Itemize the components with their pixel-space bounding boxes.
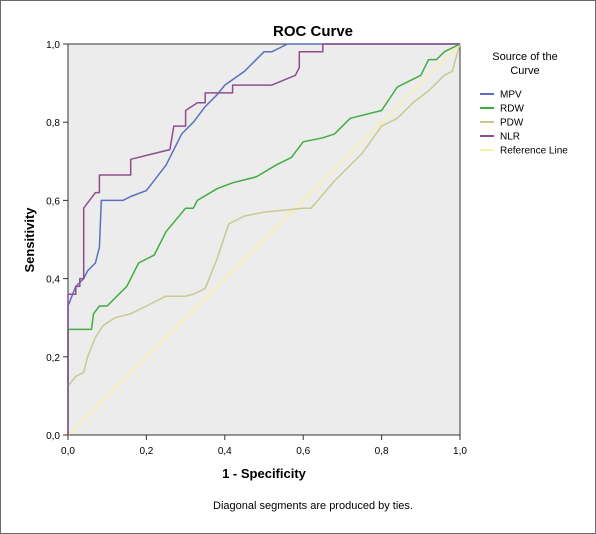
series-line-nlr <box>67 43 460 435</box>
chart-footnote: Diagonal segments are produced by ties. <box>213 500 413 512</box>
legend: MPV RDW PDW NLR Reference Line <box>480 90 568 157</box>
y-tick-label: 0,6 <box>46 196 60 207</box>
series-line-pdw <box>67 43 461 435</box>
y-tick-label: 1,0 <box>46 40 60 51</box>
x-tick-label: 0,4 <box>218 446 232 457</box>
legend-label-nlr: NLR <box>500 132 520 143</box>
legend-label-pdw: PDW <box>500 118 524 129</box>
x-tick-label: 0,0 <box>61 446 75 457</box>
x-tick-label: 1,0 <box>453 446 467 457</box>
y-tick-label: 0,4 <box>46 275 60 286</box>
x-tick-label: 0,8 <box>375 446 389 457</box>
x-tick-label: 0,2 <box>139 446 153 457</box>
y-tick-label: 0,0 <box>46 431 60 442</box>
x-axis-title: 1 - Specificity <box>222 466 307 481</box>
y-tick-label: 0,8 <box>46 118 60 129</box>
series-line-reference-line <box>67 43 461 436</box>
tick-layer: 0,0 0,2 0,4 0,6 0,8 1,0 0,0 0,2 0,4 0,6 0,8 1,0 <box>46 40 467 457</box>
legend-label-reference-line: Reference Line <box>500 146 568 157</box>
x-tick-label: 0,6 <box>296 446 310 457</box>
chart-title: ROC Curve <box>273 23 353 40</box>
legend-title-line-2: Curve <box>510 65 539 77</box>
legend-label-mpv: MPV <box>500 90 522 101</box>
y-axis-title: Sensitivity <box>22 207 37 273</box>
legend-title: Source of the <box>492 51 557 63</box>
series-layer <box>67 43 461 436</box>
series-line-mpv <box>67 43 460 435</box>
legend-label-rdw: RDW <box>500 104 524 115</box>
series-line-rdw <box>67 43 461 435</box>
y-tick-label: 0,2 <box>46 353 60 364</box>
